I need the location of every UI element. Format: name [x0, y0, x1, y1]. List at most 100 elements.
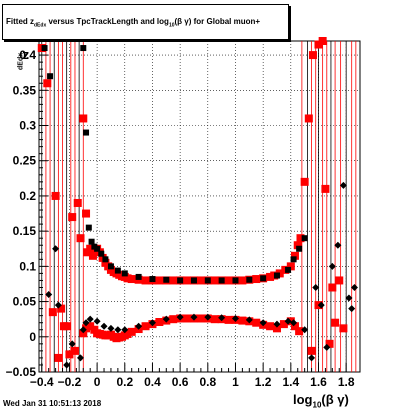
series-1-point-37: [272, 324, 281, 333]
series-3-point-22: [245, 316, 253, 324]
series-3-point-29: [312, 283, 320, 291]
series-0-point-59: [328, 283, 337, 292]
series-3-point-0: [45, 291, 53, 299]
series-3-point-21: [231, 314, 239, 322]
x-tick-label-4: 0.4: [144, 375, 161, 389]
series-0-point-35: [196, 276, 205, 285]
y-tick-label-5: 0.2: [19, 189, 36, 203]
series-0-point-39: [224, 276, 233, 285]
series-3-point-1: [52, 245, 60, 253]
series-1-point-1: [82, 324, 91, 333]
series-2-point-4: [85, 224, 92, 231]
x-label-post: (β γ): [321, 392, 349, 407]
series-0-point-57: [318, 37, 327, 45]
series-0-point-27: [141, 276, 150, 285]
y-tick-label-6: 0.25: [13, 154, 37, 168]
series-3-point-18: [190, 313, 198, 321]
series-0-point-64: [54, 353, 63, 362]
x-tick-label-6: 0.8: [199, 375, 216, 389]
series-1-point-40: [290, 322, 299, 331]
series-0-point-65: [59, 322, 68, 331]
y-label-main: z: [22, 49, 30, 64]
series-0-point-6: [73, 198, 82, 207]
series-0-point-50: [290, 251, 299, 260]
x-tick-label-0: −0.4: [30, 375, 54, 389]
series-3-point-31: [323, 343, 331, 351]
y-tick-label-9: 0.4: [19, 48, 36, 62]
series-1-point-36: [266, 322, 275, 331]
series-3-point-8: [86, 315, 94, 323]
series-2-point-25: [290, 256, 297, 263]
x-label-sub: 10: [312, 400, 322, 410]
series-0-point-66: [65, 350, 74, 359]
series-2-point-17: [190, 277, 197, 284]
series-3-point-10: [100, 322, 108, 330]
series-2-point-24: [285, 266, 292, 273]
title-pre: Fitted z: [6, 17, 34, 26]
series-0-point-3: [57, 304, 66, 313]
series-0-point-41: [238, 276, 247, 285]
series-1-point-18: [141, 322, 150, 331]
series-2-point-2: [80, 45, 87, 52]
series-0-point-61: [335, 276, 344, 285]
series-1-point-15: [123, 329, 132, 338]
series-2-point-9: [102, 256, 109, 263]
series-0-point-11: [86, 244, 95, 253]
series-3-point-32: [328, 262, 336, 270]
series-2-point-1: [47, 73, 54, 80]
y-tick-label-2: 0.05: [13, 295, 37, 309]
title-mid: versus TpcTrackLength and log: [46, 17, 169, 26]
title-sub1: dEdx: [34, 22, 47, 29]
y-tick-label-1: 0: [29, 330, 36, 344]
x-tick-label-8: 1.2: [255, 375, 272, 389]
series-0-point-25: [127, 275, 136, 284]
series-1-point-20: [155, 317, 164, 326]
x-tick-label-7: 1: [232, 375, 239, 389]
y-tick-label-7: 0.3: [19, 119, 36, 133]
series-3-point-16: [162, 315, 170, 323]
series-0-point-1: [43, 79, 52, 88]
series-0-point-51: [293, 241, 302, 250]
series-1-point-0: [79, 329, 88, 338]
series-3-point-33: [334, 241, 342, 249]
y-axis-label: z dEdx: [1, 48, 31, 82]
series-0-point-62: [339, 324, 348, 333]
series-1-point-22: [169, 315, 178, 324]
series-0-point-33: [183, 276, 192, 285]
series-0-point-45: [266, 272, 275, 281]
series-0-point-60: [331, 318, 340, 327]
series-2-point-16: [177, 277, 184, 284]
x-tick-label-1: −0.2: [58, 375, 82, 389]
series-0-point-5: [68, 213, 77, 222]
series-3-point-12: [114, 326, 122, 334]
series-2-point-8: [98, 250, 105, 257]
x-tick-label-10: 1.6: [310, 375, 327, 389]
series-3-point-36: [350, 283, 358, 291]
series-0-point-24: [123, 274, 132, 283]
series-0-point-68: [307, 346, 316, 355]
series-2-point-21: [246, 276, 253, 283]
series-0-point-37: [210, 276, 219, 285]
series-3-point-7: [82, 319, 90, 327]
series-1-point-28: [210, 315, 219, 324]
series-2-point-0: [41, 45, 48, 52]
series-0-point-55: [308, 51, 317, 60]
series-0-point-53: [300, 177, 309, 186]
series-0-point-29: [155, 276, 164, 285]
series-3-point-37: [348, 305, 356, 313]
series-3-point-34: [339, 181, 347, 189]
series-3-point-11: [107, 324, 115, 332]
x-tick-label-11: 1.8: [338, 375, 355, 389]
x-tick-label-3: 0.2: [116, 375, 133, 389]
x-label-pre: log: [293, 392, 313, 407]
series-1-point-24: [183, 314, 192, 323]
series-0-point-43: [252, 275, 261, 284]
series-3-point-14: [135, 322, 143, 330]
series-3-point-35: [345, 294, 353, 302]
series-1-point-34: [252, 318, 261, 327]
series-1-point-30: [224, 315, 233, 324]
series-1-point-32: [238, 316, 247, 325]
series-0-point-8: [79, 114, 88, 123]
series-1-point-41: [295, 327, 304, 336]
